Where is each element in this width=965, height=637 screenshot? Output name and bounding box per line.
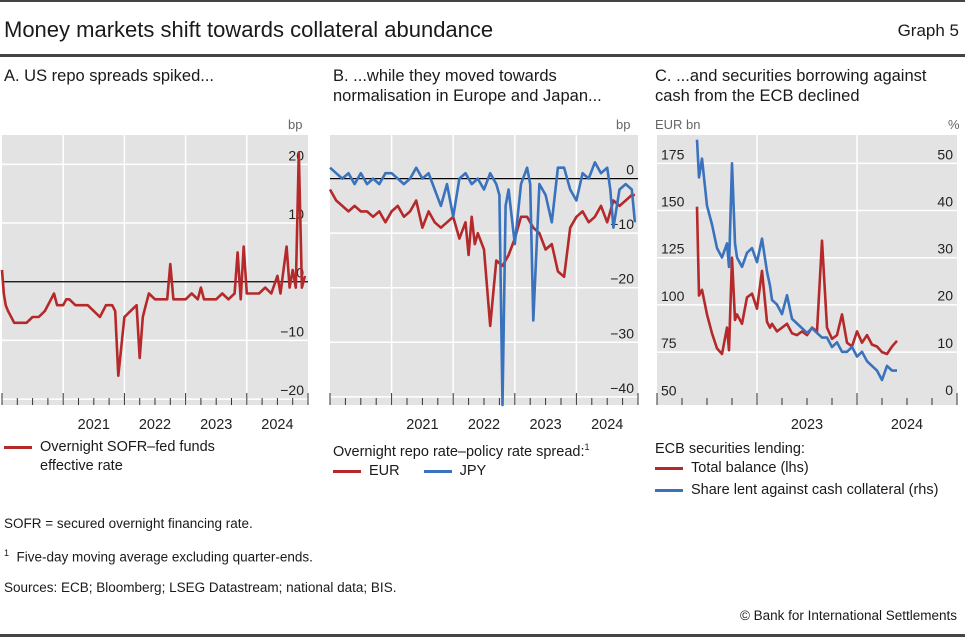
x-tick-label: 2023 xyxy=(200,417,232,433)
y-tick-label-right: 20 xyxy=(937,288,953,304)
series-line-eur xyxy=(328,188,635,328)
y-tick-label-left: 100 xyxy=(661,288,685,304)
y-tick-label-right: 50 xyxy=(937,146,953,162)
sources-note: Sources: ECB; Bloomberg; LSEG Datastream… xyxy=(4,580,397,595)
footnote-ref: 1 xyxy=(584,442,590,452)
panel-c-legend: ECB securities lending: Total balance (l… xyxy=(655,440,938,500)
y-tick-label-right: −40 xyxy=(610,380,634,396)
y-tick-label-right: 20 xyxy=(288,147,304,163)
series-line-total-balance-lhs- xyxy=(695,206,898,356)
panel-b-title: B. ...while they moved towards normalisa… xyxy=(333,66,602,106)
legend-label-line1: Overnight SOFR–fed funds xyxy=(40,439,215,455)
y-tick-label-left: 175 xyxy=(661,146,685,162)
footnote-marker: 1 xyxy=(4,548,10,558)
panel-c-legend-heading: ECB securities lending: xyxy=(655,441,805,457)
y-tick-label-right: 0 xyxy=(945,382,953,398)
y-tick-label-right: −30 xyxy=(610,325,634,341)
series-line-share-lent-against-cash-collateral-rhs- xyxy=(695,139,897,382)
y-tick-label-right: −20 xyxy=(280,382,304,398)
legend-heading-text: Overnight repo rate–policy rate spread: xyxy=(333,443,585,460)
panel-a-title-text: A. US repo spreads spiked... xyxy=(4,67,215,85)
legend-label-line2: effective rate xyxy=(40,458,123,474)
x-tick-label: 2024 xyxy=(891,417,923,433)
x-tick-label: 2021 xyxy=(78,417,110,433)
legend-label-jpy: JPY xyxy=(459,462,487,479)
legend-label-total-balance: Total balance (lhs) xyxy=(691,460,809,476)
x-tick-label: 2023 xyxy=(791,417,823,433)
page-title: Money markets shift towards collateral a… xyxy=(4,17,494,42)
chart-b: 0 −10 −20 −30 −40 2021 2022 2023 2024 xyxy=(328,135,639,433)
y-tick-label-right: 0 xyxy=(626,162,634,178)
panel-c-unit-right: % xyxy=(948,117,960,132)
legend-item-total-balance: Total balance (lhs) xyxy=(655,459,938,478)
legend-items-b: EUR JPY xyxy=(333,462,590,481)
footnote-1-text: Five-day moving average excluding quarte… xyxy=(16,549,313,565)
panel-a-title: A. US repo spreads spiked... xyxy=(4,66,214,86)
y-tick-label-right: −20 xyxy=(610,271,634,287)
y-tick-label-left: 125 xyxy=(661,241,685,257)
y-tick-label-left: 75 xyxy=(661,335,677,351)
x-tick-label: 2024 xyxy=(591,417,623,433)
legend-label-share-lent: Share lent against cash collateral (rhs) xyxy=(691,482,939,498)
panel-c-unit-left: EUR bn xyxy=(655,117,701,132)
x-tick-label: 2022 xyxy=(139,417,171,433)
panel-b-unit: bp xyxy=(616,117,631,132)
x-tick-label: 2022 xyxy=(468,417,500,433)
panel-c-title-line2: cash from the ECB declined xyxy=(655,87,860,105)
y-tick-label-right: 40 xyxy=(937,193,953,209)
x-tick-label: 2023 xyxy=(529,417,561,433)
legend-item-share-lent: Share lent against cash collateral (rhs) xyxy=(655,481,938,500)
legend-swatch-eur xyxy=(333,469,361,473)
panel-b-title-line1: B. ...while they moved towards xyxy=(333,67,557,85)
legend-label-sofr: Overnight SOFR–fed funds effective rate xyxy=(40,438,215,476)
plot-area xyxy=(657,135,957,405)
x-tick-label: 2024 xyxy=(261,417,293,433)
plot-area xyxy=(2,135,308,405)
panel-c-title: C. ...and securities borrowing against c… xyxy=(655,66,926,106)
y-tick-label-right: −10 xyxy=(610,216,634,232)
series-line-jpy xyxy=(329,160,637,407)
top-rule xyxy=(0,0,965,2)
graph-number: Graph 5 xyxy=(897,21,959,40)
panel-a-unit: bp xyxy=(288,117,303,132)
footnote-1: 1 Five-day moving average excluding quar… xyxy=(4,548,313,565)
bottom-rule xyxy=(0,634,965,637)
legend-swatch-red xyxy=(655,467,683,470)
legend-label-eur: EUR xyxy=(369,462,400,479)
y-tick-label-left: 150 xyxy=(661,194,685,210)
series-line-overnight-sofr-fed-funds-effective-rate xyxy=(0,151,307,377)
panel-c-title-line1: C. ...and securities borrowing against xyxy=(655,67,927,85)
panel-b-legend-heading: Overnight repo rate–policy rate spread:1 xyxy=(333,438,590,462)
panel-b-title-line2: normalisation in Europe and Japan... xyxy=(333,87,602,105)
abbreviation-note: SOFR = secured overnight financing rate. xyxy=(4,516,253,531)
panel-b-legend: Overnight repo rate–policy rate spread:1… xyxy=(333,438,590,481)
y-tick-label-left: 50 xyxy=(661,382,677,398)
legend-swatch-red xyxy=(4,446,32,449)
legend-swatch-blue xyxy=(655,489,683,492)
legend-swatch-jpy xyxy=(423,469,452,473)
y-tick-label-right: 10 xyxy=(937,335,953,351)
legend-item-sofr: Overnight SOFR–fed funds effective rate xyxy=(4,438,215,476)
y-tick-label-right: 30 xyxy=(937,241,953,257)
header-rule xyxy=(0,54,965,57)
y-tick-label-right: 0 xyxy=(296,265,304,281)
panel-a-legend: Overnight SOFR–fed funds effective rate xyxy=(4,438,215,476)
y-tick-label-right: −10 xyxy=(280,323,304,339)
x-tick-label: 2021 xyxy=(406,417,438,433)
copyright: © Bank for International Settlements xyxy=(739,608,957,623)
plot-area xyxy=(330,135,638,405)
